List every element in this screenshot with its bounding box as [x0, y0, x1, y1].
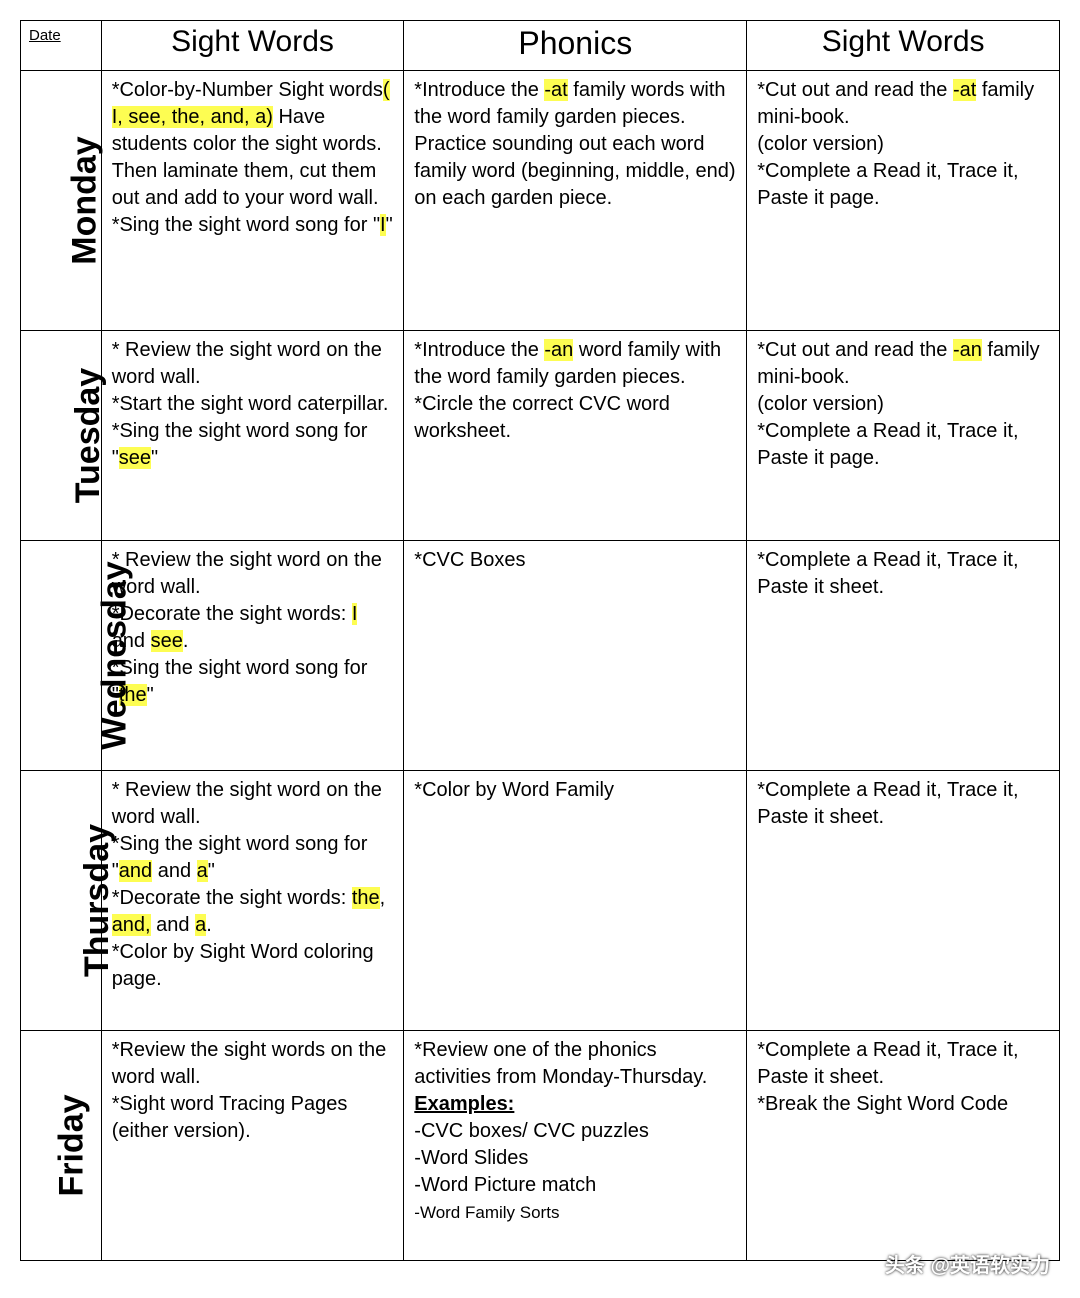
day-cell-wednesday: Wednesday — [21, 541, 102, 771]
day-cell-thursday: Thursday — [21, 771, 102, 1031]
cell-wednesday-c1: * Review the sight word on the word wall… — [101, 541, 404, 771]
cell-thursday-c2: *Color by Word Family — [404, 771, 747, 1031]
table-header-row: Date Sight Words Phonics Sight Words — [21, 21, 1060, 71]
day-cell-tuesday: Tuesday — [21, 331, 102, 541]
cell-friday-c1: *Review the sight words on the word wall… — [101, 1031, 404, 1261]
table-row: Tuesday* Review the sight word on the wo… — [21, 331, 1060, 541]
cell-friday-c2: *Review one of the phonics activities fr… — [404, 1031, 747, 1261]
day-label: Friday — [53, 1094, 92, 1196]
cell-friday-c3: *Complete a Read it, Trace it, Paste it … — [747, 1031, 1060, 1261]
date-header: Date — [21, 21, 102, 71]
col-header-phonics: Phonics — [404, 21, 747, 71]
cell-tuesday-c1: * Review the sight word on the word wall… — [101, 331, 404, 541]
day-cell-monday: Monday — [21, 71, 102, 331]
day-label: Tuesday — [69, 368, 108, 503]
cell-tuesday-c3: *Cut out and read the -an family mini-bo… — [747, 331, 1060, 541]
lesson-plan-table: Date Sight Words Phonics Sight Words Mon… — [20, 20, 1060, 1261]
cell-wednesday-c2: *CVC Boxes — [404, 541, 747, 771]
day-label: Wednesday — [96, 561, 135, 749]
cell-thursday-c1: * Review the sight word on the word wall… — [101, 771, 404, 1031]
table-row: Monday*Color-by-Number Sight words( I, s… — [21, 71, 1060, 331]
table-row: Friday*Review the sight words on the wor… — [21, 1031, 1060, 1261]
col-header-sightwords-1: Sight Words — [101, 21, 404, 71]
table-row: Thursday* Review the sight word on the w… — [21, 771, 1060, 1031]
cell-monday-c2: *Introduce the -at family words with the… — [404, 71, 747, 331]
cell-monday-c1: *Color-by-Number Sight words( I, see, th… — [101, 71, 404, 331]
col-header-sightwords-2: Sight Words — [747, 21, 1060, 71]
day-cell-friday: Friday — [21, 1031, 102, 1261]
cell-tuesday-c2: *Introduce the -an word family with the … — [404, 331, 747, 541]
cell-thursday-c3: *Complete a Read it, Trace it, Paste it … — [747, 771, 1060, 1031]
day-label: Thursday — [78, 824, 117, 977]
day-label: Monday — [66, 136, 105, 264]
cell-monday-c3: *Cut out and read the -at family mini-bo… — [747, 71, 1060, 331]
table-row: Wednesday* Review the sight word on the … — [21, 541, 1060, 771]
cell-wednesday-c3: *Complete a Read it, Trace it, Paste it … — [747, 541, 1060, 771]
table-body: Monday*Color-by-Number Sight words( I, s… — [21, 71, 1060, 1261]
